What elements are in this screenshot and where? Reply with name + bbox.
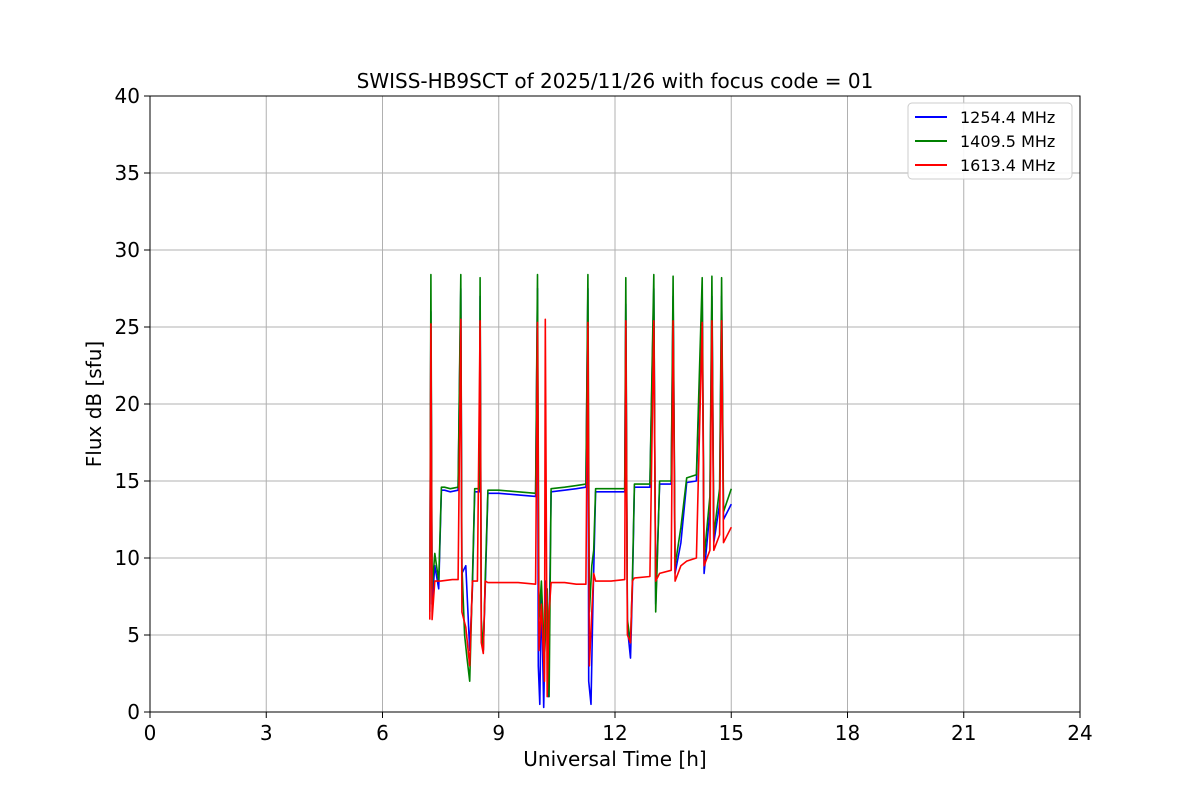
y-tick-label: 30 bbox=[115, 238, 140, 262]
ticks: 0 3 6 9 12 15 18 21 24 0 5 10 15 20 25 30 35 40 bbox=[115, 84, 1093, 745]
x-tick-label: 21 bbox=[951, 721, 976, 745]
x-tick-label: 0 bbox=[144, 721, 157, 745]
y-tick-label: 40 bbox=[115, 84, 140, 108]
legend: 1254.4 MHz 1409.5 MHz 1613.4 MHz bbox=[907, 102, 1073, 180]
series-line-0 bbox=[428, 287, 733, 709]
x-tick-label: 3 bbox=[260, 721, 273, 745]
x-tick-label: 6 bbox=[376, 721, 389, 745]
y-tick-label: 5 bbox=[127, 623, 140, 647]
legend-label-0: 1254.4 MHz bbox=[960, 108, 1055, 127]
chart-title: SWISS-HB9SCT of 2025/11/26 with focus co… bbox=[357, 69, 874, 93]
y-tick-label: 0 bbox=[127, 700, 140, 724]
series-line-1 bbox=[428, 273, 733, 698]
legend-box bbox=[907, 102, 1073, 180]
legend-label-2: 1613.4 MHz bbox=[960, 156, 1055, 175]
x-tick-label: 12 bbox=[602, 721, 627, 745]
x-tick-label: 15 bbox=[719, 721, 744, 745]
series-layer bbox=[428, 273, 733, 709]
y-tick-label: 20 bbox=[115, 392, 140, 416]
y-tick-label: 10 bbox=[115, 546, 140, 570]
y-tick-label: 35 bbox=[115, 161, 140, 185]
y-axis-label: Flux dB [sfu] bbox=[82, 341, 106, 467]
legend-label-1: 1409.5 MHz bbox=[960, 132, 1055, 151]
y-tick-label: 15 bbox=[115, 469, 140, 493]
x-tick-label: 18 bbox=[835, 721, 860, 745]
x-tick-label: 24 bbox=[1067, 721, 1092, 745]
series-line-2 bbox=[428, 318, 733, 698]
x-tick-label: 9 bbox=[492, 721, 505, 745]
y-tick-label: 25 bbox=[115, 315, 140, 339]
x-axis-label: Universal Time [h] bbox=[523, 747, 706, 771]
